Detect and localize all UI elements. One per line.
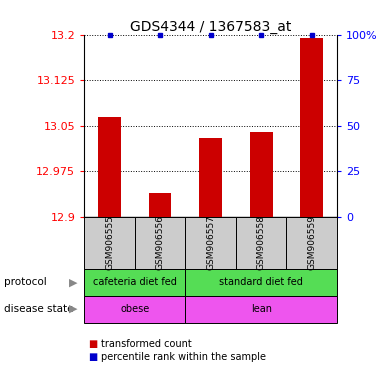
Bar (199, 138, 222, 217)
Bar (149, 193, 172, 217)
Bar (98, 117, 121, 217)
Text: standard diet fed: standard diet fed (219, 277, 303, 287)
Bar (300, 38, 323, 217)
Text: lean: lean (251, 304, 272, 314)
Text: obese: obese (120, 304, 149, 314)
Text: GSM906556: GSM906556 (155, 215, 165, 270)
Title: GDS4344 / 1367583_at: GDS4344 / 1367583_at (130, 20, 291, 33)
Text: ▶: ▶ (69, 304, 77, 314)
Text: protocol: protocol (4, 277, 47, 287)
Text: GSM906559: GSM906559 (307, 215, 316, 270)
Text: disease state: disease state (4, 304, 73, 314)
Text: GSM906555: GSM906555 (105, 215, 114, 270)
Text: ▶: ▶ (69, 277, 77, 287)
Text: ■: ■ (88, 352, 97, 362)
Text: percentile rank within the sample: percentile rank within the sample (101, 352, 267, 362)
Text: ■: ■ (88, 339, 97, 349)
Text: GSM906557: GSM906557 (206, 215, 215, 270)
Bar (250, 132, 273, 217)
Text: cafeteria diet fed: cafeteria diet fed (93, 277, 177, 287)
Text: transformed count: transformed count (101, 339, 192, 349)
Text: GSM906558: GSM906558 (257, 215, 266, 270)
